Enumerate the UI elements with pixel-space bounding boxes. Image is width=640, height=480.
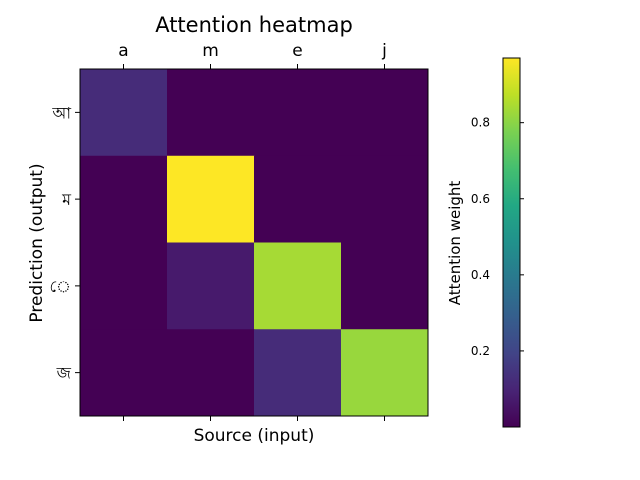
heatmap-cell — [167, 242, 255, 330]
colorbar-tick-label: 0.2 — [471, 344, 490, 358]
x-tick-label: e — [292, 41, 302, 61]
colorbar-tick-label: 0.4 — [471, 268, 490, 282]
y-tick-label: আ — [51, 103, 71, 122]
heatmap-cell — [341, 242, 429, 330]
heatmap-cell — [80, 69, 168, 157]
heatmap-cell — [167, 329, 255, 417]
x-axis-label: Source (input) — [194, 426, 315, 446]
heatmap-cell — [254, 69, 342, 157]
colorbar — [502, 57, 521, 428]
heatmap-cell — [80, 242, 168, 330]
colorbar-tick-label: 0.8 — [471, 116, 490, 130]
heatmap-cell — [167, 69, 255, 157]
y-tick-label: ম — [61, 190, 72, 209]
x-tick-label: j — [381, 41, 387, 61]
x-tick-label: m — [202, 41, 219, 61]
heatmap-cell — [254, 329, 342, 417]
heatmap-cell — [80, 155, 168, 243]
heatmap-cell — [254, 155, 342, 243]
heatmap-cell — [341, 155, 429, 243]
y-tick-label: ে — [50, 277, 71, 296]
colorbar-tick-label: 0.6 — [471, 192, 490, 206]
heatmap-frame — [79, 68, 429, 417]
chart-title: Attention heatmap — [155, 13, 353, 37]
colorbar-label: Attention weight — [446, 181, 464, 306]
heatmap-cell — [341, 69, 429, 157]
colorbar-ticks: 0.2 0.4 0.6 0.8 — [471, 116, 524, 358]
x-tick-label: a — [118, 41, 128, 61]
y-axis-ticks: আ মে জ — [50, 103, 80, 383]
y-axis-label: Prediction (output) — [27, 163, 47, 322]
heatmap-cells — [80, 69, 429, 417]
heatmap-cell — [341, 329, 429, 417]
heatmap-cell — [167, 155, 255, 243]
heatmap-cell — [254, 242, 342, 330]
y-tick-label: জ — [56, 364, 72, 383]
heatmap-cell — [80, 329, 168, 417]
